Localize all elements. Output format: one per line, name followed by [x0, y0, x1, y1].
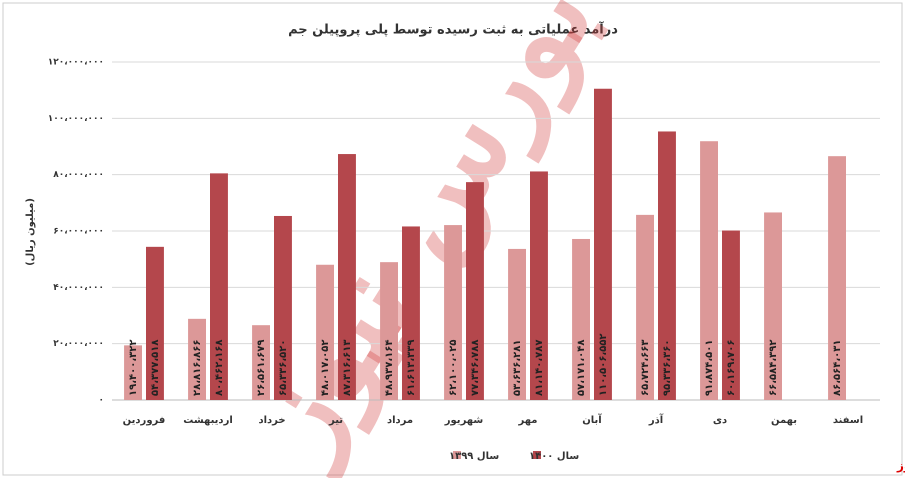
x-tick-label: فروردین — [123, 415, 166, 426]
bar — [530, 171, 548, 400]
bar — [316, 264, 334, 400]
value-label: ۹۱،۸۷۴،۵۰۱ — [704, 340, 715, 396]
value-label: ۴۸،۹۳۷،۱۶۴ — [384, 340, 395, 396]
x-tick-label: اردیبهشت — [183, 415, 233, 426]
value-label: ۸۰،۴۶۲،۱۶۸ — [214, 340, 225, 396]
bar — [338, 154, 356, 400]
bar — [700, 141, 718, 400]
x-tick-label: آذر — [648, 413, 664, 426]
legend-swatch — [533, 451, 541, 459]
x-tick-label: اسفند — [833, 415, 863, 426]
value-label: ۵۴،۳۷۷،۵۱۸ — [150, 340, 161, 396]
bar — [572, 238, 590, 400]
bar — [146, 246, 164, 400]
bar — [658, 131, 676, 401]
value-label: ۷۷،۳۴۶،۷۸۸ — [470, 340, 481, 396]
value-label: ۸۷،۳۱۶،۶۱۳ — [342, 340, 353, 396]
value-label: ۶۲،۱۰۰،۰۲۵ — [448, 340, 459, 396]
value-label: ۱۹،۴۰۰،۳۲۲ — [128, 340, 139, 396]
x-tick-label: دی — [713, 415, 727, 426]
value-label: ۵۳،۶۳۶،۲۸۱ — [512, 340, 523, 396]
bar — [210, 173, 228, 400]
x-tick-label: آبان — [582, 413, 602, 426]
value-label: ۲۶،۵۶۱،۶۷۹ — [256, 340, 267, 396]
x-tick-label: شهریور — [444, 415, 484, 426]
y-tick-label: ۱۰۰،۰۰۰،۰۰۰ — [48, 114, 104, 124]
y-tick-label: ۱۲۰،۰۰۰،۰۰۰ — [48, 58, 104, 68]
chart-title: درآمد عملیاتی به ثبت رسیده توسط پلی پروپ… — [288, 21, 618, 38]
value-label: ۴۸،۰۱۷،۰۵۲ — [320, 340, 331, 396]
bar — [274, 215, 292, 400]
legend-label: سال ۱۳۹۹ — [449, 451, 499, 462]
y-tick-label: ۲۰،۰۰۰،۰۰۰ — [53, 339, 104, 349]
value-label: ۶۵،۳۳۶،۵۲۰ — [278, 340, 289, 396]
value-label: ۱۱۰،۵۰۶،۵۵۲ — [598, 333, 609, 396]
bar — [466, 182, 484, 400]
bar — [722, 230, 740, 400]
value-label: ۸۱،۱۴۰،۷۸۷ — [534, 340, 545, 396]
legend-label: سال ۱۴۰۰ — [529, 451, 579, 462]
value-label: ۶۵،۷۲۴،۶۶۳ — [640, 340, 651, 396]
x-tick-label: بهمن — [771, 415, 797, 426]
value-label: ۶۰،۱۶۹،۷۰۶ — [726, 340, 737, 396]
bar — [124, 345, 142, 400]
value-label: ۸۶،۵۶۴،۰۳۱ — [832, 340, 843, 396]
y-tick-label: ۶۰،۰۰۰،۰۰۰ — [53, 227, 104, 237]
value-label: ۵۷،۱۷۱،۰۴۸ — [576, 340, 587, 396]
value-label: ۲۸،۸۱۶،۸۶۶ — [192, 340, 203, 396]
x-tick-label: مرداد — [387, 415, 413, 426]
y-tick-label: ۸۰،۰۰۰،۰۰۰ — [53, 170, 104, 180]
y-tick-label: ۰ — [99, 396, 105, 406]
bar — [636, 214, 654, 400]
bar — [828, 156, 846, 400]
legend-swatch — [453, 451, 461, 459]
bar — [594, 88, 612, 401]
bar — [508, 248, 526, 400]
bar — [402, 226, 420, 400]
value-label: ۶۶،۵۸۴،۳۹۲ — [768, 340, 779, 396]
y-axis-label: (میلیون ریال) — [25, 198, 36, 266]
x-tick-label: تیر — [328, 415, 343, 426]
value-label: ۶۱،۶۱۳،۳۳۹ — [406, 340, 417, 396]
bar — [380, 262, 398, 400]
bar — [252, 325, 270, 400]
bar — [764, 212, 782, 400]
value-label: ۹۵،۳۳۶،۳۶۰ — [662, 340, 673, 396]
bar — [188, 318, 206, 400]
x-tick-label: خرداد — [258, 415, 285, 426]
x-tick-label: مهر — [517, 415, 537, 426]
bar — [444, 225, 462, 400]
y-tick-label: ۴۰،۰۰۰،۰۰۰ — [53, 283, 104, 293]
source-label: بورس نیوز — [896, 459, 905, 474]
